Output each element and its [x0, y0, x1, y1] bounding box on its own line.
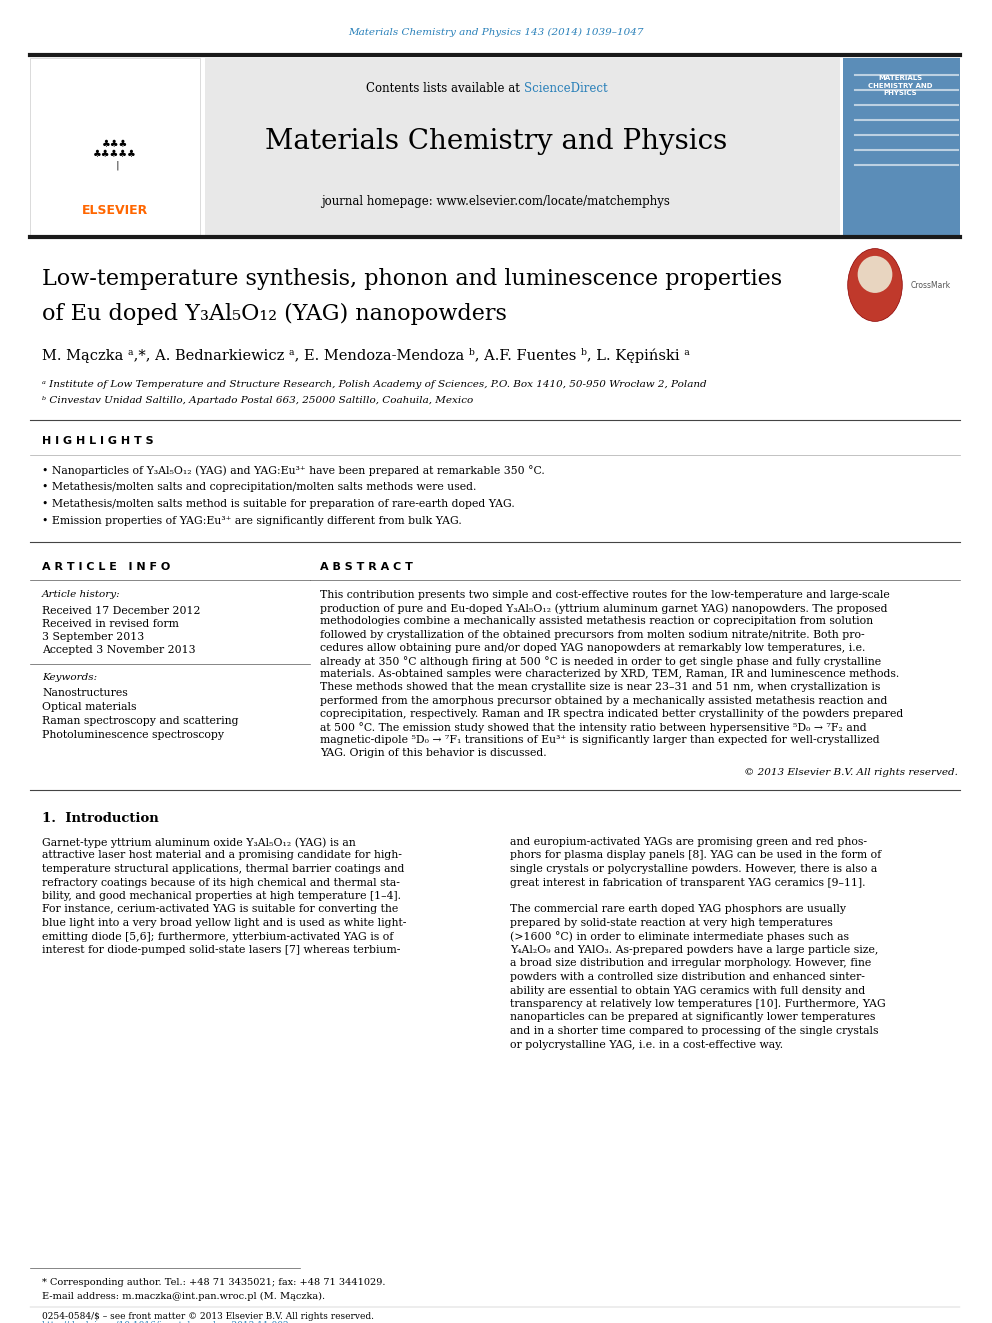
Text: E-mail address: m.maczka@int.pan.wroc.pl (M. Mączka).: E-mail address: m.maczka@int.pan.wroc.pl… — [42, 1293, 325, 1301]
Text: Received 17 December 2012: Received 17 December 2012 — [42, 606, 200, 617]
Text: a broad size distribution and irregular morphology. However, fine: a broad size distribution and irregular … — [510, 958, 871, 968]
Text: A R T I C L E   I N F O: A R T I C L E I N F O — [42, 562, 171, 572]
Text: magnetic-dipole ⁵D₀ → ⁷F₁ transitions of Eu³⁺ is significantly larger than expec: magnetic-dipole ⁵D₀ → ⁷F₁ transitions of… — [320, 736, 880, 745]
Text: methodologies combine a mechanically assisted metathesis reaction or coprecipita: methodologies combine a mechanically ass… — [320, 617, 873, 626]
Text: • Emission properties of YAG:Eu³⁺ are significantly different from bulk YAG.: • Emission properties of YAG:Eu³⁺ are si… — [42, 516, 461, 527]
Text: Photoluminescence spectroscopy: Photoluminescence spectroscopy — [42, 730, 224, 740]
Text: http://dx.doi.org/10.1016/j.matchemphys.2013.11.002: http://dx.doi.org/10.1016/j.matchemphys.… — [42, 1320, 290, 1323]
Text: For instance, cerium-activated YAG is suitable for converting the: For instance, cerium-activated YAG is su… — [42, 905, 398, 914]
Text: interest for diode-pumped solid-state lasers [7] whereas terbium-: interest for diode-pumped solid-state la… — [42, 945, 401, 955]
Text: blue light into a very broad yellow light and is used as white light-: blue light into a very broad yellow ligh… — [42, 918, 407, 927]
Text: ᵇ Cinvestav Unidad Saltillo, Apartado Postal 663, 25000 Saltillo, Coahuila, Mexi: ᵇ Cinvestav Unidad Saltillo, Apartado Po… — [42, 396, 473, 405]
Text: already at 350 °C although firing at 500 °C is needed in order to get single pha: already at 350 °C although firing at 500… — [320, 656, 881, 667]
Ellipse shape — [858, 255, 893, 292]
Text: of Eu doped Y₃Al₅O₁₂ (YAG) nanopowders: of Eu doped Y₃Al₅O₁₂ (YAG) nanopowders — [42, 303, 507, 325]
Text: Accepted 3 November 2013: Accepted 3 November 2013 — [42, 646, 195, 655]
Text: * Corresponding author. Tel.: +48 71 3435021; fax: +48 71 3441029.: * Corresponding author. Tel.: +48 71 343… — [42, 1278, 386, 1287]
Text: nanoparticles can be prepared at significantly lower temperatures: nanoparticles can be prepared at signifi… — [510, 1012, 875, 1023]
Text: YAG. Origin of this behavior is discussed.: YAG. Origin of this behavior is discusse… — [320, 749, 547, 758]
Text: great interest in fabrication of transparent YAG ceramics [9–11].: great interest in fabrication of transpa… — [510, 877, 865, 888]
Text: Materials Chemistry and Physics 143 (2014) 1039–1047: Materials Chemistry and Physics 143 (201… — [348, 28, 644, 37]
Text: These methods showed that the mean crystallite size is near 23–31 and 51 nm, whe: These methods showed that the mean cryst… — [320, 683, 880, 692]
Text: production of pure and Eu-doped Y₃Al₅O₁₂ (yttrium aluminum garnet YAG) nanopowde: production of pure and Eu-doped Y₃Al₅O₁₂… — [320, 603, 888, 614]
Text: This contribution presents two simple and cost-effective routes for the low-temp: This contribution presents two simple an… — [320, 590, 890, 601]
Text: 1.  Introduction: 1. Introduction — [42, 812, 159, 826]
Text: Raman spectroscopy and scattering: Raman spectroscopy and scattering — [42, 716, 238, 726]
Text: powders with a controlled size distribution and enhanced sinter-: powders with a controlled size distribut… — [510, 972, 865, 982]
Text: • Nanoparticles of Y₃Al₅O₁₂ (YAG) and YAG:Eu³⁺ have been prepared at remarkable : • Nanoparticles of Y₃Al₅O₁₂ (YAG) and YA… — [42, 464, 545, 476]
Text: MATERIALS
CHEMISTRY AND
PHYSICS: MATERIALS CHEMISTRY AND PHYSICS — [868, 75, 932, 97]
Text: or polycrystalline YAG, i.e. in a cost-effective way.: or polycrystalline YAG, i.e. in a cost-e… — [510, 1040, 783, 1049]
Text: emitting diode [5,6]; furthermore, ytterbium-activated YAG is of: emitting diode [5,6]; furthermore, ytter… — [42, 931, 394, 942]
Text: ᵃ Institute of Low Temperature and Structure Research, Polish Academy of Science: ᵃ Institute of Low Temperature and Struc… — [42, 380, 706, 389]
Text: and europium-activated YAGs are promising green and red phos-: and europium-activated YAGs are promisin… — [510, 837, 867, 847]
Text: Article history:: Article history: — [42, 590, 121, 599]
Text: Low-temperature synthesis, phonon and luminescence properties: Low-temperature synthesis, phonon and lu… — [42, 269, 782, 290]
Text: H I G H L I G H T S: H I G H L I G H T S — [42, 437, 154, 446]
Text: at 500 °C. The emission study showed that the intensity ratio between hypersensi: at 500 °C. The emission study showed tha… — [320, 722, 867, 733]
Text: (>1600 °C) in order to eliminate intermediate phases such as: (>1600 °C) in order to eliminate interme… — [510, 931, 849, 942]
Text: The commercial rare earth doped YAG phosphors are usually: The commercial rare earth doped YAG phos… — [510, 905, 846, 914]
Text: transparency at relatively low temperatures [10]. Furthermore, YAG: transparency at relatively low temperatu… — [510, 999, 886, 1009]
Text: temperature structural applications, thermal barrier coatings and: temperature structural applications, the… — [42, 864, 405, 875]
Text: • Metathesis/molten salts method is suitable for preparation of rare-earth doped: • Metathesis/molten salts method is suit… — [42, 499, 515, 509]
FancyBboxPatch shape — [843, 58, 960, 235]
Text: 0254-0584/$ – see front matter © 2013 Elsevier B.V. All rights reserved.: 0254-0584/$ – see front matter © 2013 El… — [42, 1312, 374, 1320]
Text: Contents lists available at: Contents lists available at — [366, 82, 524, 95]
Text: single crystals or polycrystalline powders. However, there is also a: single crystals or polycrystalline powde… — [510, 864, 877, 875]
Text: CrossMark: CrossMark — [911, 280, 951, 290]
Text: © 2013 Elsevier B.V. All rights reserved.: © 2013 Elsevier B.V. All rights reserved… — [744, 767, 958, 777]
Text: and in a shorter time compared to processing of the single crystals: and in a shorter time compared to proces… — [510, 1027, 879, 1036]
Text: attractive laser host material and a promising candidate for high-: attractive laser host material and a pro… — [42, 851, 402, 860]
Text: followed by crystallization of the obtained precursors from molten sodium nitrat: followed by crystallization of the obtai… — [320, 630, 865, 639]
FancyBboxPatch shape — [30, 58, 200, 235]
Text: coprecipitation, respectively. Raman and IR spectra indicated better crystallini: coprecipitation, respectively. Raman and… — [320, 709, 904, 718]
Text: Garnet-type yttrium aluminum oxide Y₃Al₅O₁₂ (YAG) is an: Garnet-type yttrium aluminum oxide Y₃Al₅… — [42, 837, 356, 848]
Text: performed from the amorphous precursor obtained by a mechanically assisted metat: performed from the amorphous precursor o… — [320, 696, 888, 705]
Text: ScienceDirect: ScienceDirect — [524, 82, 608, 95]
Text: Keywords:: Keywords: — [42, 673, 97, 681]
Text: A B S T R A C T: A B S T R A C T — [320, 562, 413, 572]
Text: materials. As-obtained samples were characterized by XRD, TEM, Raman, IR and lum: materials. As-obtained samples were char… — [320, 669, 900, 679]
Text: cedures allow obtaining pure and/or doped YAG nanopowders at remarkably low temp: cedures allow obtaining pure and/or dope… — [320, 643, 865, 652]
Text: 3 September 2013: 3 September 2013 — [42, 632, 144, 642]
Text: bility, and good mechanical properties at high temperature [1–4].: bility, and good mechanical properties a… — [42, 890, 401, 901]
Text: • Metathesis/molten salts and coprecipitation/molten salts methods were used.: • Metathesis/molten salts and coprecipit… — [42, 482, 476, 492]
Text: Nanostructures: Nanostructures — [42, 688, 128, 699]
Text: phors for plasma display panels [8]. YAG can be used in the form of: phors for plasma display panels [8]. YAG… — [510, 851, 881, 860]
Text: Received in revised form: Received in revised form — [42, 619, 179, 628]
FancyBboxPatch shape — [205, 58, 840, 235]
Text: ♣♣♣
♣♣♣♣♣
  |: ♣♣♣ ♣♣♣♣♣ | — [93, 140, 137, 171]
Text: M. Mączka ᵃ,*, A. Bednarkiewicz ᵃ, E. Mendoza-Mendoza ᵇ, A.F. Fuentes ᵇ, L. Kępi: M. Mączka ᵃ,*, A. Bednarkiewicz ᵃ, E. Me… — [42, 348, 689, 363]
Text: refractory coatings because of its high chemical and thermal sta-: refractory coatings because of its high … — [42, 877, 400, 888]
Ellipse shape — [848, 249, 903, 321]
Text: Y₄Al₂O₉ and YAlO₃. As-prepared powders have a large particle size,: Y₄Al₂O₉ and YAlO₃. As-prepared powders h… — [510, 945, 878, 955]
Text: Optical materials: Optical materials — [42, 703, 137, 712]
Text: ELSEVIER: ELSEVIER — [82, 204, 148, 217]
Text: prepared by solid-state reaction at very high temperatures: prepared by solid-state reaction at very… — [510, 918, 832, 927]
Text: journal homepage: www.elsevier.com/locate/matchemphys: journal homepage: www.elsevier.com/locat… — [321, 194, 671, 208]
Text: ability are essential to obtain YAG ceramics with full density and: ability are essential to obtain YAG cera… — [510, 986, 865, 995]
Text: Materials Chemistry and Physics: Materials Chemistry and Physics — [265, 128, 727, 155]
